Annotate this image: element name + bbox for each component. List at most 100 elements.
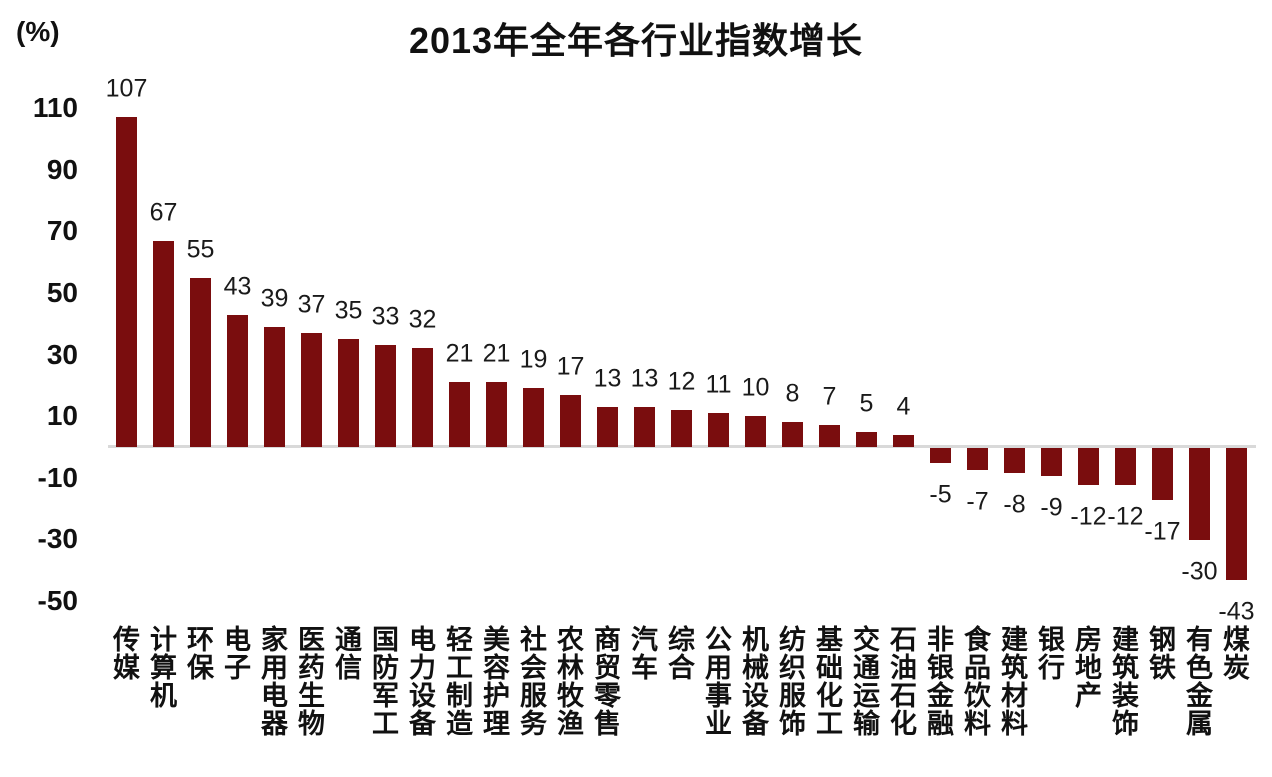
x-axis-category-label: 钢铁 bbox=[1149, 625, 1176, 683]
x-axis-category-label: 农林牧渔 bbox=[557, 625, 584, 739]
bar-value-label: 21 bbox=[445, 339, 474, 368]
bar bbox=[375, 345, 396, 447]
x-axis-category-label: 美容护理 bbox=[483, 625, 510, 739]
bar bbox=[893, 434, 914, 447]
bar bbox=[301, 333, 322, 447]
bar bbox=[967, 448, 988, 470]
bar-value-label: -30 bbox=[1181, 557, 1218, 586]
bar-value-label: 11 bbox=[705, 370, 732, 399]
bar-value-label: -17 bbox=[1144, 517, 1181, 546]
bar-value-label: 17 bbox=[556, 352, 585, 381]
bar-value-label: 32 bbox=[408, 305, 437, 334]
x-axis-category-label: 医药生物 bbox=[298, 625, 325, 739]
x-axis-category-label: 煤炭 bbox=[1223, 625, 1250, 683]
bar bbox=[338, 339, 359, 447]
x-axis-category-label: 汽车 bbox=[631, 625, 658, 683]
y-axis-tick-label: 70 bbox=[46, 215, 78, 247]
y-axis-tick-label: 30 bbox=[46, 338, 78, 370]
bar-value-label: -5 bbox=[929, 480, 952, 509]
x-axis-category-label: 商贸零售 bbox=[594, 625, 621, 739]
bar bbox=[930, 448, 951, 464]
x-axis-category-label: 电子 bbox=[224, 625, 251, 683]
bar-value-label: 39 bbox=[260, 284, 289, 313]
bar bbox=[1189, 448, 1210, 541]
bar-value-label: 21 bbox=[482, 339, 511, 368]
x-axis-category-label: 机械设备 bbox=[742, 625, 769, 739]
bar bbox=[190, 277, 211, 447]
x-axis-category-label: 银行 bbox=[1038, 625, 1065, 683]
bar-value-label: -12 bbox=[1070, 502, 1107, 531]
bar bbox=[523, 388, 544, 447]
bar-value-label: -8 bbox=[1003, 490, 1026, 519]
bar-value-label: 5 bbox=[859, 389, 874, 418]
bar bbox=[597, 406, 618, 447]
bar-value-label: 33 bbox=[371, 302, 400, 331]
bar bbox=[1226, 448, 1247, 581]
x-axis-category-label: 轻工制造 bbox=[446, 625, 473, 739]
bar bbox=[412, 348, 433, 447]
bar-value-label: -9 bbox=[1040, 493, 1063, 522]
bar-value-label: 35 bbox=[334, 296, 363, 325]
y-axis-tick-label: -50 bbox=[37, 585, 78, 616]
bar-value-label: 19 bbox=[519, 345, 548, 374]
bar bbox=[227, 314, 248, 447]
y-axis-tick-label: -10 bbox=[37, 461, 78, 493]
bar bbox=[1078, 448, 1099, 485]
bar-value-label: -43 bbox=[1218, 597, 1255, 626]
x-axis-category-label: 房地产 bbox=[1075, 625, 1102, 711]
bar bbox=[1041, 448, 1062, 476]
bar bbox=[1152, 448, 1173, 501]
bar bbox=[782, 422, 803, 447]
y-axis-tick-label: -30 bbox=[37, 523, 78, 555]
x-axis-category-label: 通信 bbox=[335, 625, 362, 683]
x-axis-category-label: 综合 bbox=[668, 625, 695, 683]
y-axis-tick-label: 110 bbox=[32, 92, 78, 124]
bar-value-label: 7 bbox=[822, 382, 837, 411]
x-axis-category-label: 家用电器 bbox=[261, 625, 288, 739]
bar bbox=[153, 240, 174, 447]
bar-value-label: 4 bbox=[896, 392, 911, 421]
bar bbox=[708, 413, 729, 447]
chart-title: 2013年全年各行业指数增长 bbox=[408, 20, 864, 61]
bar bbox=[745, 416, 766, 447]
bar-value-label: 13 bbox=[630, 364, 659, 393]
x-axis-category-label: 国防军工 bbox=[372, 625, 399, 739]
x-axis-category-label: 非银金融 bbox=[927, 625, 954, 739]
x-axis-category-label: 环保 bbox=[187, 625, 214, 683]
bar bbox=[856, 431, 877, 447]
x-axis-category-label: 纺织服饰 bbox=[779, 625, 806, 739]
x-axis-category-label: 公用事业 bbox=[705, 625, 732, 739]
bar-value-label: -7 bbox=[966, 487, 989, 516]
x-axis-category-label: 食品饮料 bbox=[964, 625, 991, 739]
bar bbox=[1004, 448, 1025, 473]
bar-value-label: 10 bbox=[741, 373, 770, 402]
bar-value-label: -12 bbox=[1107, 502, 1144, 531]
x-axis-category-label: 传媒 bbox=[113, 625, 140, 683]
bar-value-label: 43 bbox=[223, 272, 252, 301]
x-axis-category-label: 交通运输 bbox=[853, 625, 880, 739]
x-axis-category-label: 建筑装饰 bbox=[1112, 625, 1139, 739]
bar bbox=[486, 382, 507, 447]
bar bbox=[1115, 448, 1136, 485]
y-axis-unit-label: (%) bbox=[16, 16, 60, 47]
bar bbox=[634, 406, 655, 447]
x-axis-category-label: 基础化工 bbox=[816, 625, 843, 739]
bar bbox=[116, 117, 137, 447]
bar bbox=[449, 382, 470, 447]
bar-value-label: 37 bbox=[297, 290, 326, 319]
bar bbox=[671, 410, 692, 447]
y-axis-tick-label: 10 bbox=[46, 400, 78, 432]
bar-value-label: 107 bbox=[105, 74, 148, 103]
bar-value-label: 13 bbox=[593, 364, 622, 393]
bar-value-label: 67 bbox=[149, 198, 178, 227]
bar bbox=[819, 425, 840, 447]
bar-value-label: 8 bbox=[785, 379, 800, 408]
y-axis-tick-label: 90 bbox=[46, 153, 78, 185]
x-axis-category-label: 石油石化 bbox=[890, 625, 917, 739]
x-axis-category-label: 有色金属 bbox=[1186, 625, 1213, 739]
x-axis-category-label: 建筑材料 bbox=[1001, 625, 1028, 739]
bar-value-label: 12 bbox=[667, 367, 696, 396]
x-axis-category-label: 计算机 bbox=[150, 625, 177, 711]
